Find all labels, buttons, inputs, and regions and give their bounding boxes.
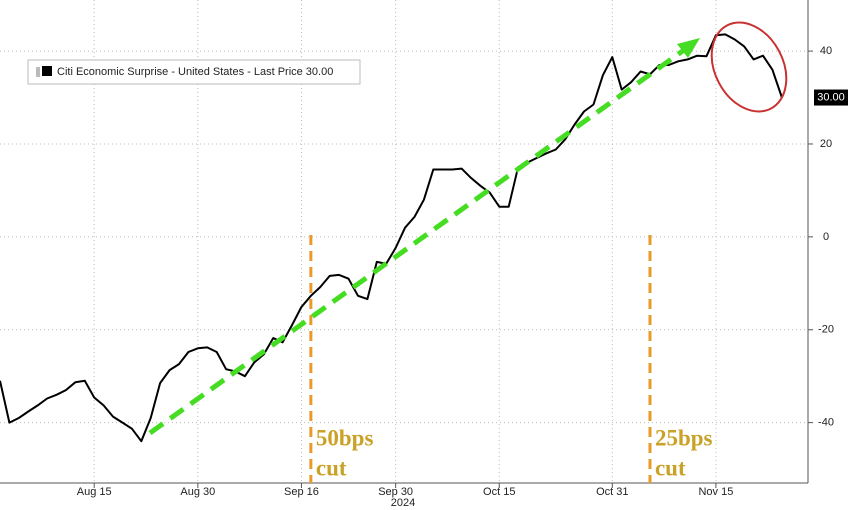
- legend-icon-shadow: [36, 67, 40, 77]
- y-tick-label: -20: [818, 324, 834, 336]
- annotations: 50bps cut 25bps cut: [309, 235, 713, 483]
- legend-box: [27, 59, 361, 85]
- x-tick-label: Aug 30: [180, 486, 215, 498]
- x-tick-label: Nov 15: [698, 486, 733, 498]
- legend-icon: [42, 66, 52, 76]
- x-tick-label: Oct 31: [596, 486, 628, 498]
- y-tick-label: 0: [823, 231, 829, 243]
- annotation-label: 25bps: [655, 425, 713, 450]
- x-tick-label: Sep 30: [378, 486, 413, 498]
- year-label: 2024: [391, 497, 415, 509]
- annotation-label: 50bps: [316, 425, 374, 450]
- x-tick-label: Oct 15: [483, 486, 515, 498]
- annotation-label: cut: [655, 455, 686, 480]
- annotation-label: cut: [316, 455, 347, 480]
- y-tick-label: -40: [818, 417, 834, 429]
- trend-line: [148, 47, 686, 436]
- highlight-ellipse: [710, 21, 788, 113]
- series: [0, 33, 783, 443]
- series-line: [0, 33, 783, 443]
- legend-label: Citi Economic Surprise - United States -…: [57, 66, 333, 78]
- y-tick-label: 40: [820, 45, 832, 57]
- arrow-head: [677, 38, 700, 58]
- y-tick-label: 20: [820, 138, 832, 150]
- legend: Citi Economic Surprise - United States -…: [27, 59, 361, 85]
- last-price-tag: [814, 89, 848, 106]
- x-tick-label: Sep 16: [284, 486, 319, 498]
- last-price-label: 30.00: [817, 91, 845, 103]
- x-tick-label: Aug 15: [77, 486, 112, 498]
- trend-arrow: [148, 38, 700, 436]
